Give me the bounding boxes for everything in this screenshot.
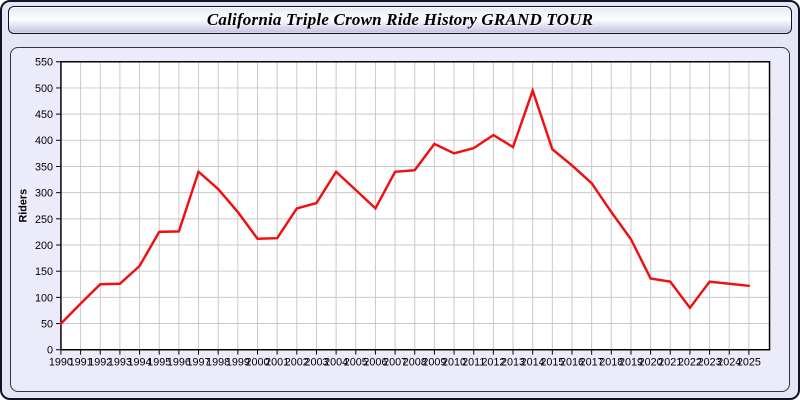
svg-text:1992: 1992 bbox=[88, 356, 112, 368]
svg-text:2003: 2003 bbox=[304, 356, 328, 368]
page-title: California Triple Crown Ride History GRA… bbox=[206, 10, 594, 29]
svg-text:2008: 2008 bbox=[403, 356, 427, 368]
svg-text:300: 300 bbox=[35, 188, 53, 200]
svg-text:Riders: Riders bbox=[18, 189, 30, 223]
svg-text:2013: 2013 bbox=[501, 356, 525, 368]
svg-text:1995: 1995 bbox=[147, 356, 171, 368]
svg-text:2004: 2004 bbox=[324, 356, 348, 368]
svg-text:550: 550 bbox=[35, 57, 53, 69]
svg-text:2011: 2011 bbox=[462, 356, 485, 368]
svg-text:2006: 2006 bbox=[363, 356, 387, 368]
svg-text:1994: 1994 bbox=[128, 356, 152, 368]
svg-text:2015: 2015 bbox=[540, 356, 564, 368]
svg-text:2002: 2002 bbox=[285, 356, 309, 368]
svg-text:1990: 1990 bbox=[49, 356, 73, 368]
svg-text:450: 450 bbox=[35, 109, 53, 121]
svg-text:2018: 2018 bbox=[599, 356, 623, 368]
svg-text:1997: 1997 bbox=[187, 356, 211, 368]
svg-text:2025: 2025 bbox=[737, 356, 761, 368]
svg-text:2021: 2021 bbox=[658, 356, 682, 368]
svg-text:2000: 2000 bbox=[245, 356, 269, 368]
svg-text:2010: 2010 bbox=[442, 356, 466, 368]
svg-text:100: 100 bbox=[35, 292, 53, 304]
svg-text:2012: 2012 bbox=[481, 356, 505, 368]
svg-text:1993: 1993 bbox=[108, 356, 132, 368]
svg-text:2017: 2017 bbox=[580, 356, 604, 368]
svg-text:1996: 1996 bbox=[167, 356, 191, 368]
chart-panel: 0 50 100 150 200 250 300 350 400 450 500 550 1990 199… bbox=[10, 47, 790, 392]
svg-text:0: 0 bbox=[47, 345, 53, 357]
svg-text:200: 200 bbox=[35, 240, 53, 252]
svg-text:2007: 2007 bbox=[383, 356, 407, 368]
svg-text:1998: 1998 bbox=[206, 356, 230, 368]
svg-text:1999: 1999 bbox=[226, 356, 250, 368]
svg-text:150: 150 bbox=[35, 266, 53, 278]
ride-history-chart: 0501001502002503003504004505005501990199… bbox=[18, 57, 771, 368]
svg-text:2024: 2024 bbox=[717, 356, 741, 368]
svg-text:500: 500 bbox=[35, 83, 53, 95]
svg-text:2022: 2022 bbox=[678, 356, 702, 368]
svg-text:1991: 1991 bbox=[69, 356, 93, 368]
title-bar: California Triple Crown Ride History GRA… bbox=[8, 6, 792, 34]
svg-text:2014: 2014 bbox=[521, 356, 545, 368]
svg-text:2023: 2023 bbox=[698, 356, 722, 368]
svg-text:50: 50 bbox=[41, 318, 53, 330]
svg-text:2020: 2020 bbox=[639, 356, 663, 368]
svg-text:2019: 2019 bbox=[619, 356, 643, 368]
svg-text:2009: 2009 bbox=[422, 356, 446, 368]
svg-text:400: 400 bbox=[35, 135, 53, 147]
svg-text:2005: 2005 bbox=[344, 356, 368, 368]
svg-text:2016: 2016 bbox=[560, 356, 584, 368]
svg-text:2001: 2001 bbox=[265, 356, 289, 368]
svg-text:250: 250 bbox=[35, 214, 53, 226]
svg-text:350: 350 bbox=[35, 161, 53, 173]
